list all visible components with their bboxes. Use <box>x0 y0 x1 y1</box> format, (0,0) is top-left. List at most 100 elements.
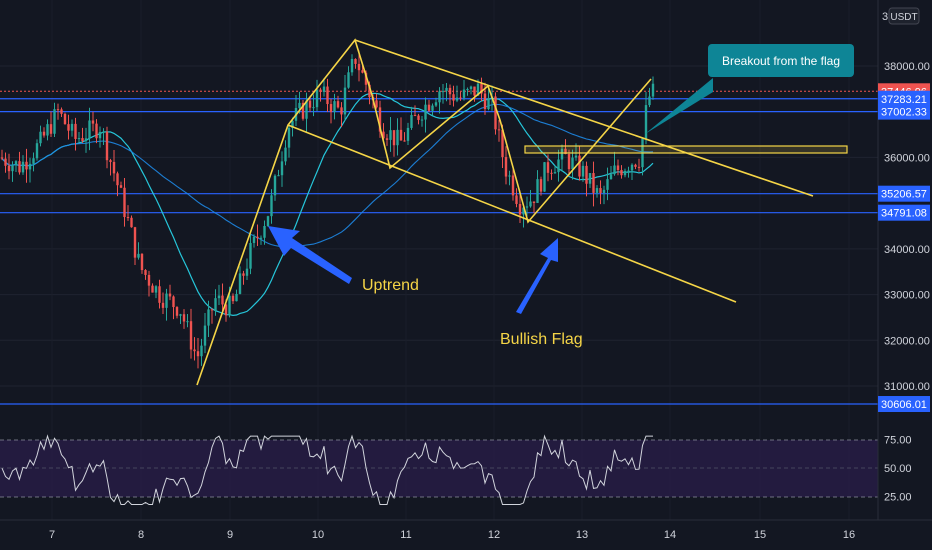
time-tick-label: 15 <box>754 529 766 541</box>
candle-body <box>77 138 81 140</box>
candle-body <box>392 130 396 146</box>
candle-body <box>263 225 266 238</box>
candle-body <box>455 97 459 101</box>
rsi-tick-labels: 75.00 50.00 25.00 <box>884 435 912 504</box>
candle-body <box>228 295 231 316</box>
candle-body <box>336 101 340 108</box>
candle-body <box>606 179 609 190</box>
candle-body <box>175 307 179 316</box>
candle-body <box>648 96 651 106</box>
uptrend-arrow <box>268 226 352 284</box>
candle-body <box>39 131 42 144</box>
candle-body <box>273 175 277 196</box>
candle-body <box>315 89 319 108</box>
candle-body <box>242 273 245 276</box>
candle-body <box>389 130 392 140</box>
candle-body <box>473 86 476 96</box>
candle-body <box>483 93 487 110</box>
currency-badge[interactable]: USDT <box>888 7 920 25</box>
rsi-panel[interactable] <box>0 434 878 505</box>
breakout-label: Breakout from the flag <box>722 54 840 68</box>
price-tick-label: 32000.00 <box>884 335 930 347</box>
candle-body <box>189 321 193 350</box>
candle-body <box>21 161 25 173</box>
candle-body <box>480 83 483 94</box>
candle-body <box>224 304 228 316</box>
price-tag-label: 30606.01 <box>881 399 927 411</box>
candle-body <box>200 345 203 357</box>
candle-body <box>567 154 571 170</box>
candle-body <box>35 143 39 159</box>
candle-body <box>95 123 98 139</box>
candle-body <box>119 185 123 188</box>
price-tick-label: 31000.00 <box>884 381 930 393</box>
candle-body <box>592 173 595 193</box>
candle-body <box>88 120 91 139</box>
rsi-line <box>1 434 653 505</box>
candle-body <box>361 70 364 73</box>
candle-body <box>98 131 102 139</box>
candle-body <box>550 172 553 174</box>
time-axis[interactable]: 7 8 9 10 11 12 13 14 15 16 <box>49 529 855 541</box>
candle-body <box>599 188 602 194</box>
candle-body <box>322 86 326 92</box>
candle-body <box>266 216 270 226</box>
price-level-tag: 30606.01 <box>878 396 930 413</box>
candle-body <box>340 107 343 115</box>
candle-body <box>424 104 427 120</box>
candle-body <box>459 97 462 99</box>
candle-body <box>280 161 284 176</box>
candle-body <box>182 314 186 322</box>
candle-body <box>427 104 431 111</box>
time-tick-label: 10 <box>312 529 324 541</box>
candle-body <box>217 295 221 299</box>
price-tag-label: 37002.33 <box>881 107 927 119</box>
candle-body <box>0 157 4 159</box>
candle-body <box>221 295 224 305</box>
candle-body <box>417 115 420 120</box>
time-tick-label: 11 <box>400 529 411 541</box>
candle-body <box>168 293 172 297</box>
candle-body <box>137 253 140 258</box>
candle-body <box>557 159 560 173</box>
candle-body <box>564 148 567 155</box>
callout-pointer <box>645 78 713 134</box>
candle-body <box>70 123 74 131</box>
rsi-tick-label: 25.00 <box>884 492 912 504</box>
price-tick-label: 34000.00 <box>884 244 930 256</box>
candle-body <box>7 165 11 172</box>
price-tag-label: 35206.57 <box>881 189 927 201</box>
candle-body <box>284 147 287 162</box>
candle-body <box>497 129 501 131</box>
candle-body <box>56 109 60 111</box>
candle-body <box>504 157 508 177</box>
top-tick-label: 3 <box>882 11 888 23</box>
candle-body <box>42 131 46 136</box>
candle-body <box>270 195 273 217</box>
candle-body <box>644 105 648 139</box>
time-tick-label: 13 <box>576 529 588 541</box>
breakout-callout[interactable]: Breakout from the flag <box>645 44 854 134</box>
candle-body <box>140 253 144 271</box>
candle-body <box>630 164 634 171</box>
candle-body <box>196 351 200 357</box>
candle-body <box>511 175 515 196</box>
candle-body <box>231 295 235 302</box>
candle-body <box>410 115 413 128</box>
candle-body <box>116 173 119 186</box>
candle-body <box>445 87 448 92</box>
candle-body <box>126 217 130 219</box>
candle-body <box>133 227 137 258</box>
flag-arrow <box>516 238 558 314</box>
candle-body <box>494 96 497 130</box>
trendlines <box>196 38 814 386</box>
candle-body <box>518 203 522 215</box>
candle-body <box>560 148 564 160</box>
candle-body <box>525 206 529 208</box>
candle-body <box>343 87 347 115</box>
candle-body <box>588 173 592 184</box>
candle-body <box>32 158 35 164</box>
price-tick-label: 38000.00 <box>884 61 930 73</box>
